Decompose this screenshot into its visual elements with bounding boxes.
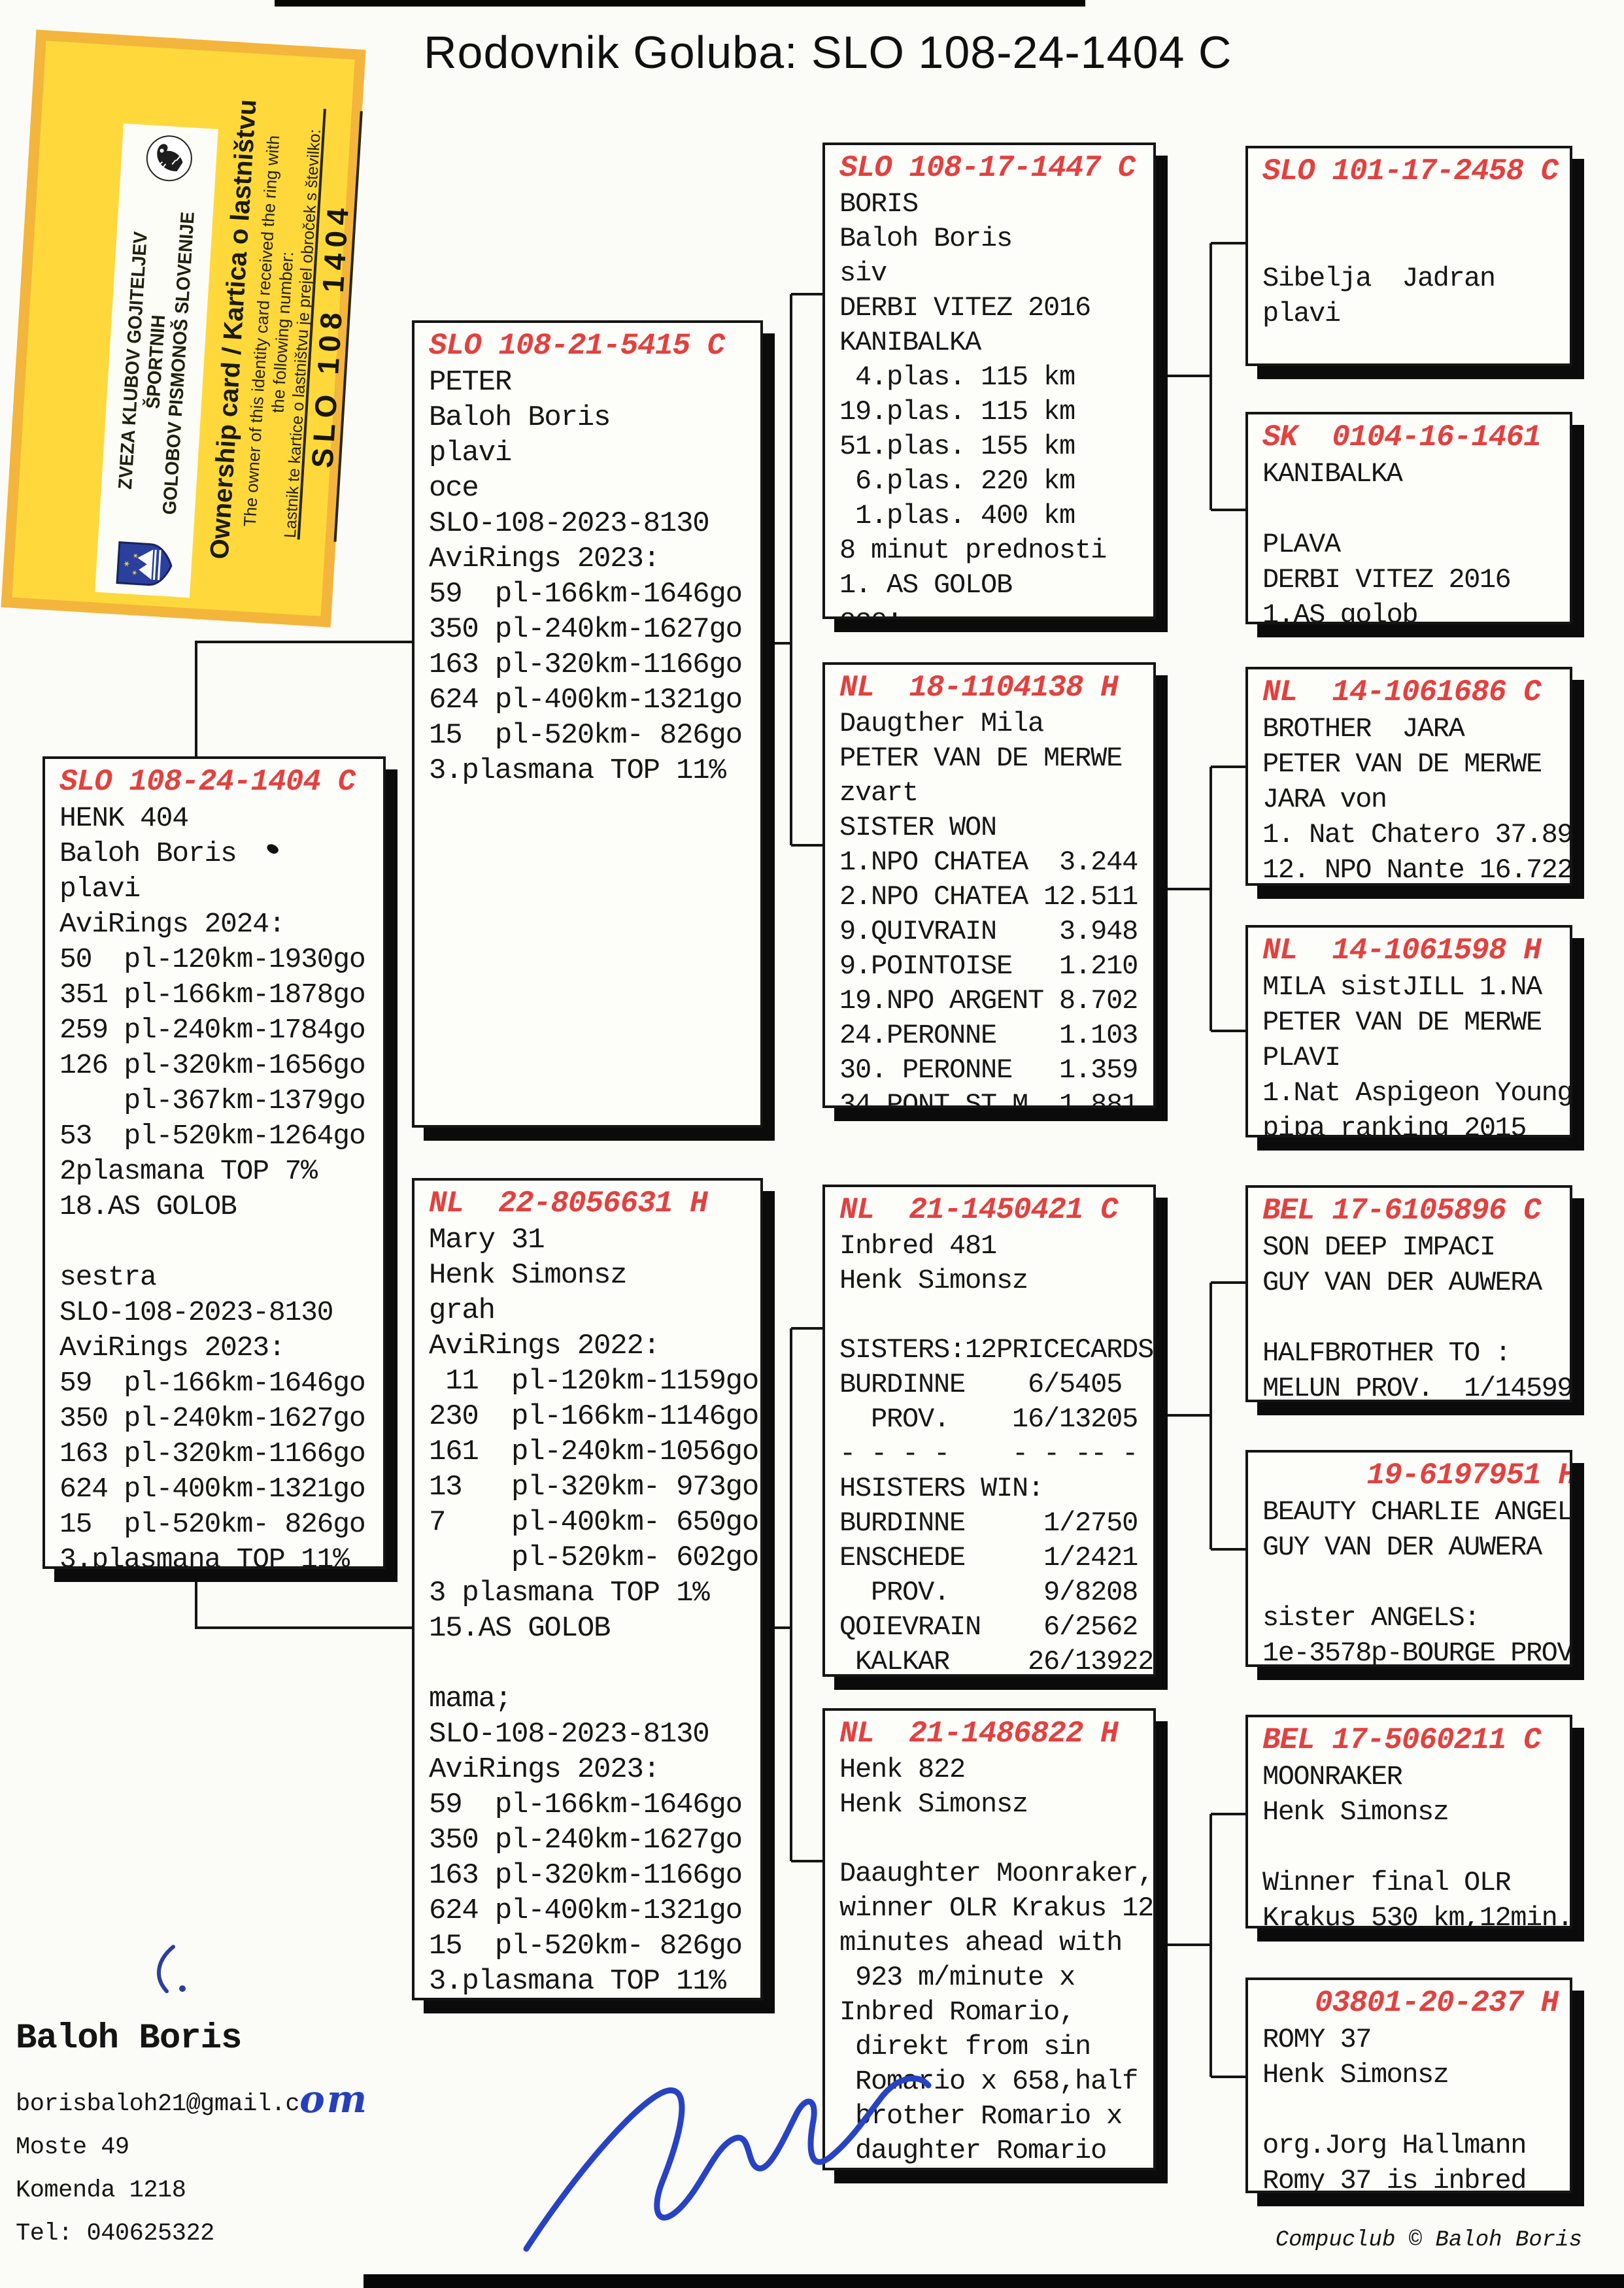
owner-email: borisbaloh21@gmail.com bbox=[16, 2077, 369, 2121]
pedigree-box-father: SLO 108-21-5415 C PETER Baloh Boris plav… bbox=[412, 320, 763, 1128]
pedigree-box-subject: SLO 108-24-1404 C HENK 404 Baloh Boris p… bbox=[42, 756, 386, 1569]
pedigree-box-great-grandparent-8: 03801-20-237 H ROMY 37 Henk Simonsz org.… bbox=[1245, 1977, 1572, 2193]
ring-number: NL 14-1061686 C bbox=[1262, 675, 1542, 709]
pedigree-box-great-grandparent-3: NL 14-1061686 C BROTHER JARA PETER VAN D… bbox=[1245, 667, 1572, 886]
pen-mark bbox=[156, 1945, 186, 1993]
scan-artifact-bottom bbox=[364, 2274, 1624, 2288]
federation-strip: ✶ ✶ ✶ ZVEZA KLUBOV GOJITELJEV ŠPORTNIH G… bbox=[95, 123, 218, 598]
box-text: Sibelja Jadran plavi bbox=[1262, 263, 1496, 329]
box-text: MILA sistJILL 1.NA PETER VAN DE MERWE PL… bbox=[1262, 971, 1572, 1137]
pedigree-box-great-grandparent-7: BEL 17-5060211 C MOONRAKER Henk Simonsz … bbox=[1245, 1715, 1572, 1928]
owner-name: Baloh Boris bbox=[16, 2019, 242, 2059]
box-text: MOONRAKER Henk Simonsz Winner final OLR … bbox=[1262, 1761, 1572, 1928]
pedigree-box-great-grandparent-5: BEL 17-6105896 C SON DEEP IMPACI GUY VAN… bbox=[1245, 1185, 1572, 1402]
ring-number: NL 22-8056631 H bbox=[429, 1186, 708, 1220]
box-text: BORIS Baloh Boris siv DERBI VITEZ 2016 K… bbox=[839, 188, 1107, 616]
ring-number: 19-6197951 H bbox=[1262, 1458, 1572, 1492]
box-text: KANIBALKA PLAVA DERBI VITEZ 2016 1.AS go… bbox=[1262, 458, 1512, 624]
owner-address-1: Moste 49 bbox=[16, 2134, 129, 2161]
pedigree-box-great-grandparent-4: NL 14-1061598 H MILA sistJILL 1.NA PETER… bbox=[1245, 925, 1572, 1137]
federation-name: ZVEZA KLUBOV GOJITELJEV ŠPORTNIH GOLOBOV… bbox=[114, 211, 199, 516]
ring-number: SLO 108-21-5415 C bbox=[429, 329, 725, 363]
box-text: Inbred 481 Henk Simonsz SISTERS:12PRICEC… bbox=[839, 1230, 1154, 1677]
pedigree-box-grandfather-paternal: SLO 108-17-1447 C BORIS Baloh Boris siv … bbox=[822, 143, 1156, 619]
ring-number: SLO 108-17-1447 C bbox=[839, 151, 1136, 185]
ring-number: 03801-20-237 H bbox=[1262, 1986, 1559, 2020]
ring-number: SLO 101-17-2458 C bbox=[1262, 154, 1559, 188]
ring-number: NL 14-1061598 H bbox=[1262, 934, 1542, 967]
svg-text:✶: ✶ bbox=[121, 560, 132, 568]
slovenia-coat-of-arms-icon: ✶ ✶ ✶ bbox=[115, 541, 172, 586]
ownership-card-face: ✶ ✶ ✶ ZVEZA KLUBOV GOJITELJEV ŠPORTNIH G… bbox=[1, 29, 366, 628]
pedigree-box-mother: NL 22-8056631 H Mary 31 Henk Simonsz gra… bbox=[412, 1178, 763, 2000]
scan-artifact-top bbox=[275, 0, 1085, 7]
owner-address-2: Komenda 1218 bbox=[16, 2177, 186, 2204]
ring-number: NL 18-1104138 H bbox=[839, 671, 1119, 705]
ring-number: SK 0104-16-1461 bbox=[1262, 420, 1542, 454]
box-text: Daugther Mila PETER VAN DE MERWE zvart S… bbox=[839, 708, 1138, 1108]
owner-contact-block: Baloh Boris borisbaloh21@gmail.com Moste… bbox=[16, 2019, 369, 2255]
pedigree-box-great-grandparent-1: SLO 101-17-2458 C Sibelja Jadran plavi bbox=[1245, 146, 1572, 366]
pedigree-box-great-grandparent-6: 19-6197951 H BEAUTY CHARLIE ANGEL GUY VA… bbox=[1245, 1450, 1572, 1667]
box-text: SON DEEP IMPACI GUY VAN DER AUWERA HALFB… bbox=[1262, 1232, 1572, 1402]
box-text: PETER Baloh Boris plavi oce SLO-108-2023… bbox=[429, 366, 743, 787]
pigeon-logo-icon bbox=[146, 135, 192, 182]
footer-credit: Compuclub © Baloh Boris bbox=[1275, 2228, 1582, 2253]
ring-number: BEL 17-5060211 C bbox=[1262, 1723, 1542, 1757]
ring-number: NL 21-1450421 C bbox=[839, 1193, 1119, 1227]
box-text: BROTHER JARA PETER VAN DE MERWE JARA von… bbox=[1262, 713, 1572, 886]
signature bbox=[523, 2075, 932, 2252]
box-text: Henk 822 Henk Simonsz Daaughter Moonrake… bbox=[839, 1754, 1154, 2166]
ring-number: SLO 108-24-1404 C bbox=[59, 765, 356, 799]
page-title: Rodovnik Goluba: SLO 108-24-1404 C bbox=[424, 27, 1232, 78]
box-text: HENK 404 Baloh Boris plavi AviRings 2024… bbox=[59, 802, 366, 1569]
box-text: ROMY 37 Henk Simonsz org.Jorg Hallmann R… bbox=[1262, 2024, 1527, 2193]
svg-text:✶: ✶ bbox=[129, 569, 139, 577]
ownership-card: ✶ ✶ ✶ ZVEZA KLUBOV GOJITELJEV ŠPORTNIH G… bbox=[1, 29, 366, 628]
pedigree-box-great-grandparent-2: SK 0104-16-1461 KANIBALKA PLAVA DERBI VI… bbox=[1245, 412, 1572, 624]
pedigree-box-grandmother-maternal: NL 21-1486822 H Henk 822 Henk Simonsz Da… bbox=[822, 1708, 1156, 2170]
box-text: BEAUTY CHARLIE ANGEL GUY VAN DER AUWERA … bbox=[1262, 1496, 1572, 1667]
pedigree-box-grandfather-maternal: NL 21-1450421 C Inbred 481 Henk Simonsz … bbox=[822, 1185, 1156, 1677]
ring-number: NL 21-1486822 H bbox=[839, 1717, 1119, 1751]
owner-phone: Tel: 040625322 bbox=[16, 2220, 214, 2247]
svg-text:✶: ✶ bbox=[131, 552, 141, 560]
pedigree-box-grandmother-paternal: NL 18-1104138 H Daugther Mila PETER VAN … bbox=[822, 662, 1156, 1108]
ring-number: BEL 17-6105896 C bbox=[1262, 1194, 1542, 1228]
handwritten-om: om bbox=[299, 2077, 369, 2121]
box-text: Mary 31 Henk Simonsz grah AviRings 2022:… bbox=[429, 1224, 759, 1998]
